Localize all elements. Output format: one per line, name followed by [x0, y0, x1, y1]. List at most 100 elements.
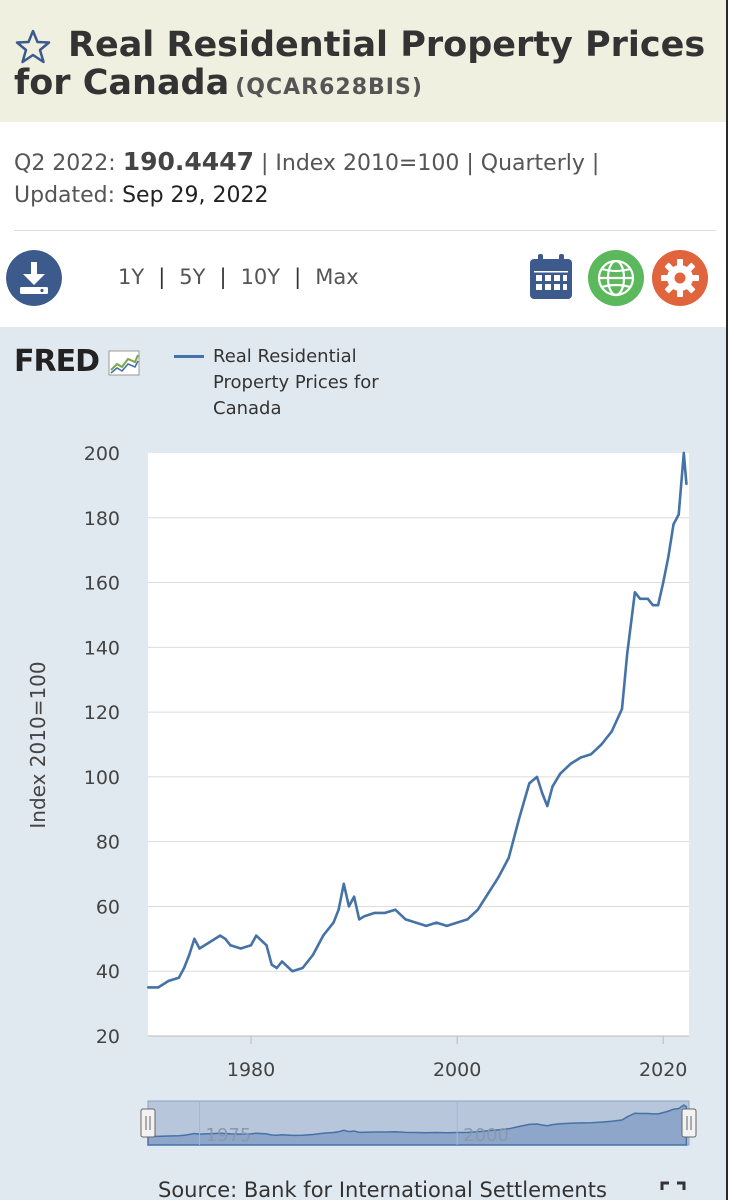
- data-point: [182, 966, 186, 970]
- data-point: [358, 918, 361, 921]
- data-point: [218, 934, 222, 937]
- data-point: [633, 591, 637, 594]
- data-point: [383, 911, 387, 915]
- series-title: Real Residential Property Prices for Can…: [14, 25, 706, 103]
- star-icon[interactable]: [14, 28, 52, 66]
- data-point: [414, 921, 418, 924]
- observation-period: Q2 2022:: [14, 151, 116, 176]
- data-point: [146, 986, 150, 989]
- data-point: [656, 604, 660, 607]
- fullscreen-icon[interactable]: [660, 1180, 686, 1200]
- data-point: [352, 895, 356, 898]
- range-selector: 1Y | 5Y | 10Y | Max: [118, 265, 359, 289]
- divider: [14, 230, 716, 231]
- x-tick-label: 2020: [639, 1059, 687, 1081]
- units-frequency: | Index 2010=100 | Quarterly |: [260, 151, 600, 176]
- y-tick-label: 200: [84, 443, 120, 465]
- data-point: [667, 555, 670, 558]
- globe-icon[interactable]: [588, 250, 644, 306]
- fred-logo-text: FRED: [14, 344, 100, 379]
- data-point: [425, 924, 428, 928]
- series-meta: Q2 2022: 190.4447 | Index 2010=100 | Qua…: [14, 146, 714, 212]
- data-point: [445, 924, 449, 928]
- data-point: [685, 482, 688, 486]
- data-point: [610, 730, 613, 733]
- x-tick-label: 2000: [433, 1059, 481, 1081]
- data-point: [224, 937, 227, 941]
- data-point: [646, 597, 649, 600]
- download-icon[interactable]: [6, 250, 62, 306]
- data-point: [600, 743, 603, 746]
- page-title: Real Residential Property Prices for Can…: [14, 26, 720, 107]
- title-bar: [0, 0, 726, 122]
- data-point: [507, 856, 510, 860]
- data-point: [373, 911, 376, 915]
- data-point: [255, 934, 258, 937]
- legend-swatch: [174, 355, 204, 358]
- source-note: Source: Bank for International Settlemen…: [158, 1178, 607, 1202]
- data-point: [332, 921, 335, 924]
- updated-date: Sep 29, 2022: [122, 183, 269, 208]
- data-point: [486, 892, 490, 895]
- y-tick-label: 140: [84, 637, 120, 659]
- data-point: [249, 944, 253, 947]
- navigator-series: [147, 1104, 688, 1146]
- data-point: [193, 937, 196, 941]
- data-point: [546, 804, 549, 808]
- data-point: [497, 876, 500, 879]
- data-point: [198, 947, 201, 950]
- data-point: [651, 604, 655, 607]
- data-point: [347, 905, 351, 908]
- data-point: [337, 908, 340, 911]
- data-point: [528, 782, 531, 785]
- data-point: [404, 918, 407, 921]
- data-point: [558, 772, 562, 775]
- x-axis-ticks: 1980 2000 2020: [148, 1035, 689, 1081]
- calendar-icon[interactable]: [524, 250, 580, 306]
- legend-label: Real Residential Property Prices for Can…: [213, 346, 379, 419]
- data-point: [270, 963, 273, 966]
- data-point: [265, 944, 268, 947]
- data-point: [301, 966, 304, 970]
- range-max[interactable]: Max: [315, 265, 359, 289]
- data-point: [638, 597, 642, 600]
- y-tick-label: 20: [96, 1026, 120, 1048]
- series-layer: [146, 451, 688, 989]
- y-tick-label: 120: [84, 702, 120, 724]
- data-point: [677, 513, 680, 516]
- data-point: [321, 934, 325, 937]
- observation-value: 190.4447: [122, 147, 254, 176]
- data-point: [188, 953, 191, 957]
- data-point: [167, 979, 170, 983]
- data-point: [394, 908, 397, 911]
- navigator-handle-right[interactable]: [681, 1108, 697, 1138]
- data-point: [517, 817, 521, 821]
- range-10y[interactable]: 10Y: [240, 265, 281, 289]
- data-point: [280, 960, 284, 963]
- data-point: [239, 947, 242, 950]
- data-point: [551, 785, 554, 788]
- data-point: [672, 523, 675, 526]
- y-tick-label: 100: [84, 767, 120, 789]
- data-point: [579, 756, 582, 759]
- data-point: [229, 944, 232, 947]
- gridlines: [148, 517, 689, 972]
- updated-label: Updated:: [14, 183, 116, 208]
- gear-icon[interactable]: [652, 250, 708, 306]
- data-point: [569, 762, 572, 766]
- range-1y[interactable]: 1Y: [118, 265, 145, 289]
- range-navigator[interactable]: 1975 2000: [140, 1100, 697, 1146]
- data-point: [363, 914, 366, 918]
- data-point: [157, 986, 160, 989]
- y-tick-label: 40: [96, 961, 120, 983]
- x-tick-label: 1980: [227, 1059, 275, 1081]
- navigator-handle-left[interactable]: [140, 1108, 156, 1138]
- data-point: [208, 940, 212, 944]
- data-point: [275, 966, 279, 970]
- data-point: [540, 791, 544, 795]
- fred-logo: FRED: [14, 344, 140, 379]
- range-5y[interactable]: 5Y: [179, 265, 206, 289]
- window-edge: [726, 0, 728, 1200]
- y-tick-label: 80: [96, 832, 120, 854]
- data-point: [291, 970, 294, 973]
